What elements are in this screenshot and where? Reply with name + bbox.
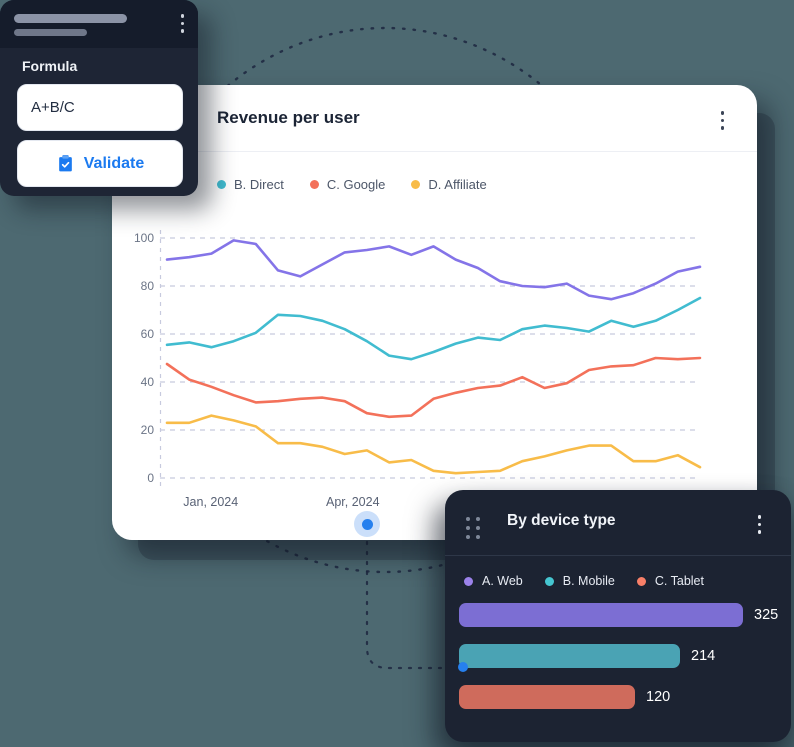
x-axis-tick-label: Apr, 2024	[326, 495, 380, 509]
legend-item[interactable]: A. Web	[464, 574, 523, 588]
y-axis-tick-label: 100	[133, 231, 154, 245]
line-series	[165, 239, 702, 301]
y-axis-tick-label: 20	[140, 423, 154, 437]
line-series	[165, 296, 702, 361]
kebab-menu-icon[interactable]	[719, 109, 727, 132]
line-chart-legend: B. Direct C. Google D. Affiliate	[217, 175, 487, 193]
legend-dot-icon	[309, 179, 319, 189]
legend-label: C. Google	[326, 176, 386, 192]
y-axis-tick-label: 0	[147, 471, 154, 485]
y-axis-tick-label: 40	[140, 375, 154, 389]
legend-label: A. Web	[482, 574, 523, 588]
line-series	[165, 356, 702, 419]
revenue-card-title: Revenue per user	[217, 108, 360, 127]
bar-b-mobile	[459, 644, 680, 668]
legend-label: B. Direct	[234, 176, 284, 192]
bar-row: 325	[459, 603, 783, 627]
line-chart-plot: 0 20 40 60 80 100 Jan, 2024 Apr, 2024	[134, 230, 702, 509]
device-type-panel: By device type A. Web B. Mobile C. Tablet …	[445, 490, 791, 742]
device-panel-title: By device type	[507, 512, 616, 529]
formula-panel-header	[0, 0, 198, 48]
bar-row: 120	[459, 685, 783, 709]
kebab-menu-icon[interactable]	[179, 12, 187, 35]
formula-panel: Formula Validate	[0, 0, 198, 196]
validate-button[interactable]: Validate	[17, 140, 183, 187]
legend-label: B. Mobile	[562, 574, 615, 588]
legend-item[interactable]: B. Direct	[217, 177, 284, 192]
legend-dot-icon	[544, 576, 554, 586]
line-series	[165, 414, 702, 475]
revenue-card: Revenue per user B. Direct C. Google D. Af…	[112, 85, 757, 540]
bar-a-web	[459, 603, 743, 627]
formula-label: Formula	[22, 58, 78, 74]
legend-dot-icon	[636, 576, 646, 586]
legend-dot-icon	[411, 179, 421, 189]
bar-value-label: 214	[691, 648, 716, 664]
legend-item[interactable]: D. Affiliate	[411, 176, 487, 192]
line-chart	[159, 230, 702, 486]
skeleton-line-2	[14, 29, 87, 36]
legend-dot-icon	[217, 179, 226, 189]
formula-input[interactable]	[17, 84, 183, 131]
legend-label: C. Tablet	[654, 574, 704, 588]
bar-c-tablet	[459, 685, 635, 709]
bar-chart-legend: A. Web B. Mobile C. Tablet	[464, 574, 704, 588]
skeleton-line-1	[14, 14, 127, 23]
y-axis-tick-label: 60	[140, 327, 154, 341]
legend-item[interactable]: C. Google	[309, 176, 386, 192]
legend-dot-icon	[464, 576, 473, 586]
bar-row: 214	[459, 644, 783, 668]
marker-dot	[361, 518, 373, 530]
y-axis-tick-label: 80	[140, 279, 154, 293]
validate-button-label: Validate	[83, 154, 145, 172]
bar-connector-dot[interactable]	[458, 662, 468, 672]
legend-item[interactable]: B. Mobile	[544, 574, 615, 588]
clipboard-check-icon	[58, 155, 72, 172]
bar-value-label: 325	[754, 607, 779, 623]
bar-value-label: 120	[646, 689, 671, 705]
drag-handle-icon[interactable]	[464, 515, 482, 541]
bar-chart: 325 214 120	[459, 603, 783, 726]
legend-item[interactable]: C. Tablet	[636, 574, 704, 588]
revenue-card-header: Revenue per user	[112, 85, 757, 152]
kebab-menu-icon[interactable]	[756, 513, 764, 536]
x-axis-tick-label: Jan, 2024	[183, 495, 239, 509]
dashed-connector	[365, 540, 464, 670]
device-panel-header: By device type	[445, 490, 791, 556]
legend-label: D. Affiliate	[428, 176, 487, 192]
